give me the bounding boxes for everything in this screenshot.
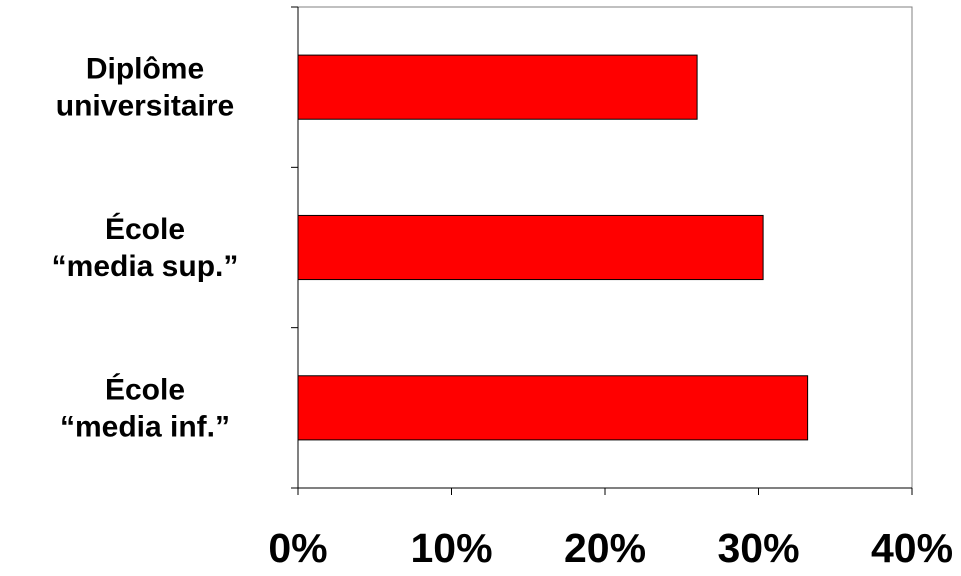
- bar: [297, 54, 698, 120]
- category-ticks: [291, 6, 298, 489]
- x-ticks: [297, 488, 913, 495]
- category-label: École: [105, 372, 185, 406]
- x-tick-label: 30%: [717, 525, 799, 571]
- x-tick-label: 40%: [871, 525, 953, 571]
- category-labels: Diplôme universitaire École “media sup.” Éco…: [52, 53, 239, 444]
- x-tick-label: 0%: [268, 525, 327, 571]
- category-label: universitaire: [56, 90, 234, 123]
- category-label: “media inf.”: [60, 410, 230, 443]
- category-label: Diplôme: [86, 53, 204, 86]
- category-label: “media sup.”: [52, 250, 239, 283]
- bars: [297, 54, 809, 441]
- category-label: École: [105, 212, 185, 246]
- x-tick-label: 10%: [410, 525, 492, 571]
- x-tick-labels: 0% 10% 20% 30% 40%: [268, 525, 953, 571]
- x-tick-label: 20%: [564, 525, 646, 571]
- bar: [297, 214, 764, 281]
- bar: [297, 375, 809, 441]
